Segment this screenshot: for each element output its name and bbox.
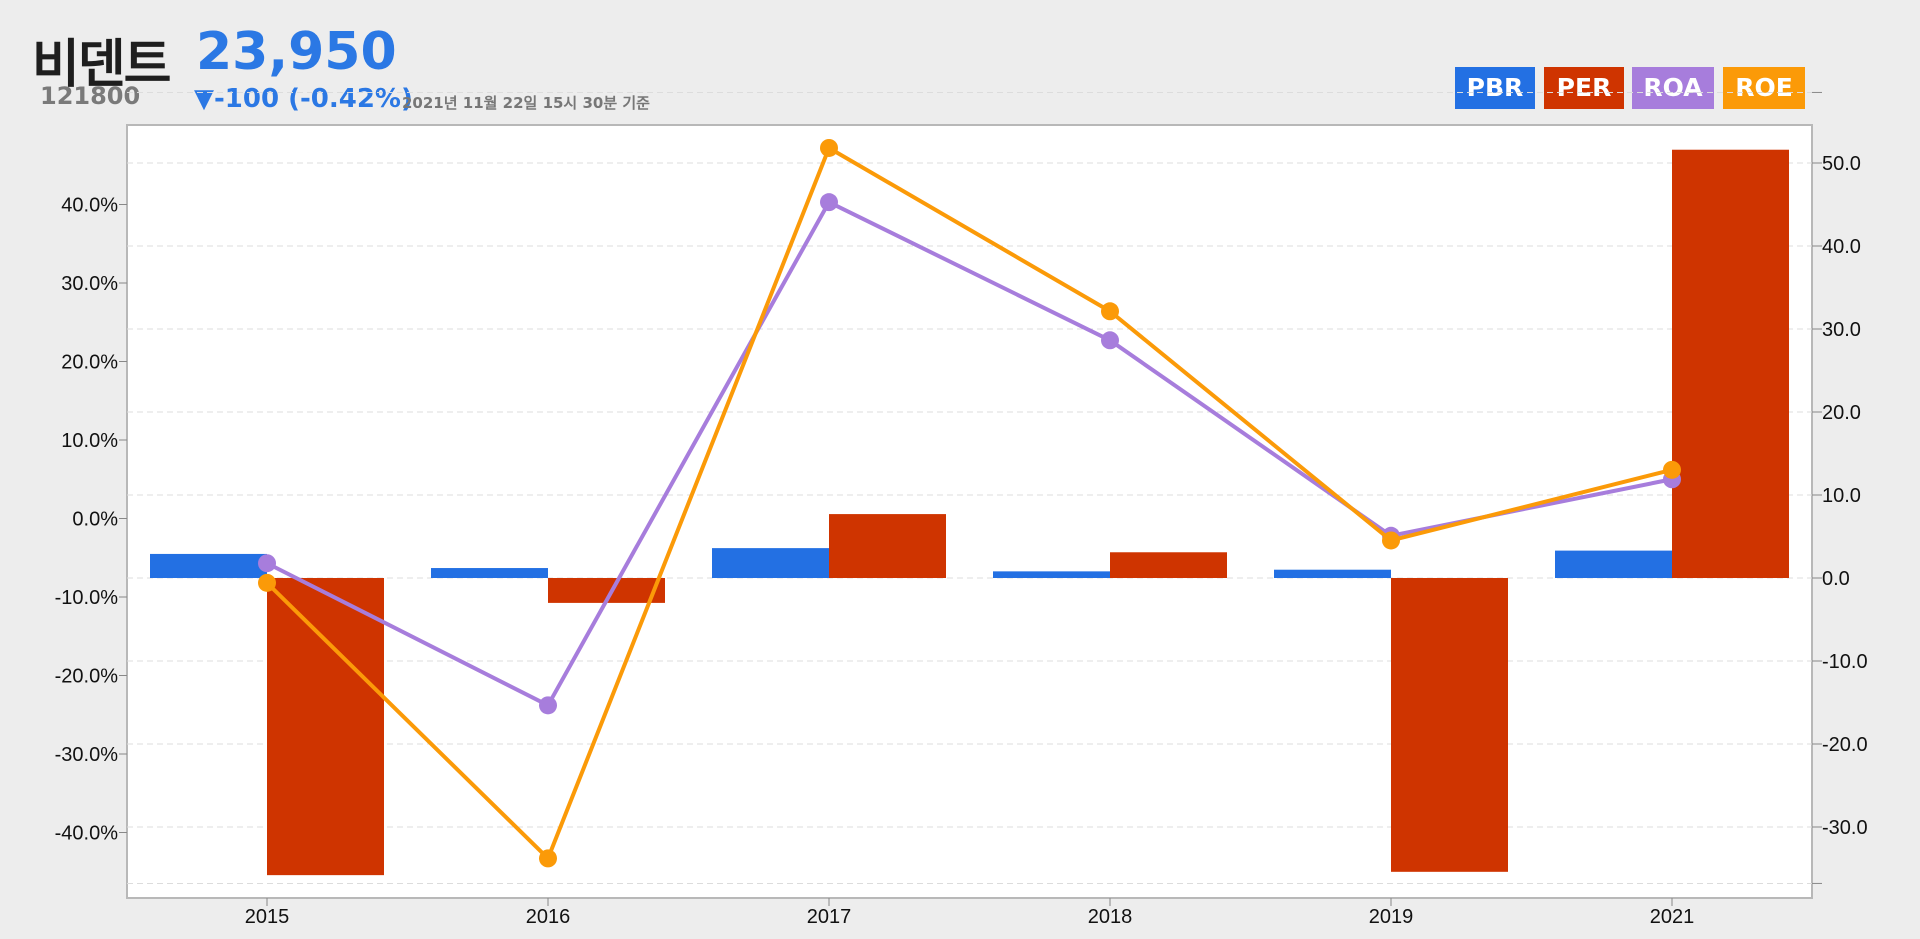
left-tick-label: 40.0%: [61, 195, 118, 217]
bar-per-2021[interactable]: [1672, 149, 1789, 578]
right-tick-label: 10.0: [1822, 485, 1861, 507]
bar-pbr-2016[interactable]: [431, 568, 548, 578]
roa-point-2016[interactable]: [539, 696, 557, 715]
plot-background: [126, 124, 1813, 899]
roe-point-2018[interactable]: [1101, 302, 1119, 321]
bar-pbr-2021[interactable]: [1555, 550, 1672, 578]
left-tick-label: -30.0%: [55, 744, 119, 766]
right-tick-label: -20.0: [1822, 734, 1868, 756]
stock-name: 비덴트: [32, 35, 172, 95]
bar-series: [150, 149, 1789, 876]
roe-point-2015[interactable]: [258, 573, 276, 592]
stock-price: 23,950: [196, 22, 397, 82]
roe-point-2017[interactable]: [820, 138, 838, 157]
legend-item-per[interactable]: PER: [1544, 67, 1624, 109]
x-tick-label: 2018: [1088, 906, 1133, 928]
roe-point-2016[interactable]: [539, 849, 557, 868]
left-tick-label: 30.0%: [61, 273, 118, 295]
right-tick-label: -30.0: [1822, 817, 1868, 839]
roa-point-2015[interactable]: [258, 554, 276, 573]
bar-per-2018[interactable]: [1110, 552, 1227, 578]
x-tick-label: 2016: [526, 906, 571, 928]
axes: -40.0% -30.0% -20.0% -10.0% 0.0% 10.0% 20.0% 30…: [55, 91, 1868, 928]
roa-line: [266, 200, 1673, 708]
right-tick-label: 30.0: [1822, 319, 1861, 341]
bar-per-2015[interactable]: [267, 578, 384, 876]
right-tick-label: 50.0: [1822, 153, 1861, 175]
price-change: ▼-100 (-0.42%): [194, 84, 413, 114]
left-tick-label: 10.0%: [61, 430, 118, 452]
right-tick-label: 20.0: [1822, 402, 1861, 424]
roa-point-2018[interactable]: [1101, 331, 1119, 350]
left-tick-label: -40.0%: [55, 823, 119, 845]
bar-pbr-2017[interactable]: [712, 548, 829, 578]
bar-pbr-2019[interactable]: [1274, 569, 1391, 578]
stock-header: 비덴트 121800 23,950 ▼-100 (-0.42%) 2021년 1…: [0, 0, 1920, 125]
grid-lines: [127, 91, 1812, 884]
right-tick-label: 0.0: [1822, 568, 1850, 590]
stock-code: 121800: [40, 82, 141, 110]
left-tick-label: 20.0%: [61, 352, 118, 374]
roe-point-2021[interactable]: [1663, 460, 1681, 479]
line-series: [258, 138, 1681, 868]
x-tick-label: 2017: [807, 906, 852, 928]
x-tick-label: 2021: [1650, 906, 1695, 928]
right-tick-label: 40.0: [1822, 236, 1861, 258]
right-tick-label: -10.0: [1822, 651, 1868, 673]
legend-item-pbr[interactable]: PBR: [1455, 67, 1535, 109]
legend-item-roe[interactable]: ROE: [1723, 67, 1805, 109]
bar-per-2017[interactable]: [829, 514, 946, 578]
as-of-timestamp: 2021년 11월 22일 15시 30분 기준: [402, 94, 650, 112]
roa-point-2017[interactable]: [820, 193, 838, 212]
left-tick-label: -10.0%: [55, 587, 119, 609]
legend-item-roa[interactable]: ROA: [1632, 67, 1714, 109]
left-tick-label: 0.0%: [72, 509, 118, 531]
x-tick-label: 2015: [245, 906, 290, 928]
roe-line: [265, 145, 1673, 861]
left-tick-label: -20.0%: [55, 666, 119, 688]
bar-pbr-2015[interactable]: [150, 553, 267, 578]
bar-per-2019[interactable]: [1391, 578, 1508, 872]
roe-point-2019[interactable]: [1382, 531, 1400, 550]
bar-pbr-2018[interactable]: [993, 571, 1110, 578]
x-tick-label: 2019: [1369, 906, 1414, 928]
